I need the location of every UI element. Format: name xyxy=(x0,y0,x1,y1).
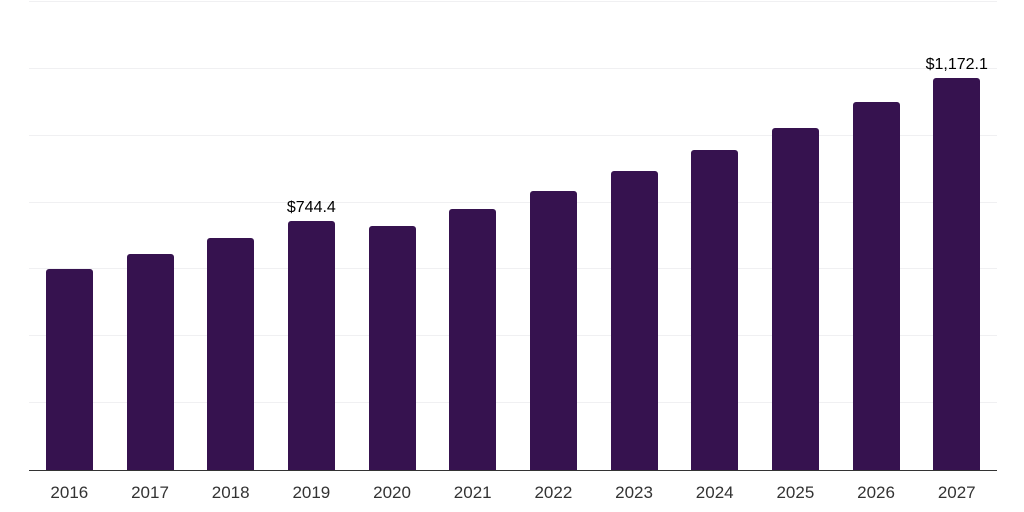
bar-slot-2023 xyxy=(594,2,675,470)
bar-slot-2024 xyxy=(674,2,755,470)
bar-slot-2027: $1,172.1 xyxy=(916,2,997,470)
x-axis-labels: 2016 2017 2018 2019 2020 2021 2022 2023 2024 2025… xyxy=(29,484,997,501)
bar-slot-2020 xyxy=(352,2,433,470)
bar-slot-2016 xyxy=(29,2,110,470)
x-tick-2023: 2023 xyxy=(615,483,653,502)
bar-2023 xyxy=(610,170,658,470)
gridline-800 xyxy=(29,201,997,203)
bar-slot-2026 xyxy=(836,2,917,470)
x-tick-2024: 2024 xyxy=(695,483,734,502)
plot-area: $744.4 $1,172.1 xyxy=(29,1,997,471)
bar-2025 xyxy=(771,128,819,470)
x-tick-2016: 2016 xyxy=(50,483,89,502)
gridline-1000 xyxy=(29,134,997,136)
gridline-200 xyxy=(29,402,997,404)
bar-slot-2017 xyxy=(110,2,191,470)
x-tick-2021: 2021 xyxy=(453,483,492,502)
x-tick-2027: 2027 xyxy=(937,483,976,502)
bar-2026 xyxy=(852,102,900,470)
bar-2020 xyxy=(368,226,416,470)
bar-2024 xyxy=(691,149,739,470)
gridline-1200 xyxy=(29,67,997,69)
bar-2018 xyxy=(207,238,255,470)
data-label-2019: $744.4 xyxy=(286,199,336,217)
x-tick-2020: 2020 xyxy=(373,483,411,502)
gridline-1400 xyxy=(29,1,997,2)
gridline-600 xyxy=(29,268,997,270)
bar-2027: $1,172.1 xyxy=(926,57,988,470)
bar-2022 xyxy=(529,190,577,470)
gridline-400 xyxy=(29,335,997,337)
x-tick-2017: 2017 xyxy=(131,483,169,502)
x-tick-2022: 2022 xyxy=(534,483,573,502)
data-label-2027: $1,172.1 xyxy=(925,56,988,74)
bar-2016 xyxy=(45,269,93,470)
bar-slot-2022 xyxy=(513,2,594,470)
bar-2017 xyxy=(126,254,174,470)
x-tick-2026: 2026 xyxy=(857,483,895,502)
bar-slot-2018 xyxy=(190,2,271,470)
bar-slot-2019: $744.4 xyxy=(271,2,352,470)
x-tick-2025: 2025 xyxy=(776,483,815,502)
bars-row: $744.4 $1,172.1 xyxy=(29,2,997,470)
x-tick-2019: 2019 xyxy=(292,483,331,502)
bar-slot-2025 xyxy=(755,2,836,470)
x-tick-2018: 2018 xyxy=(211,483,250,502)
bar-slot-2021 xyxy=(432,2,513,470)
bar-2019: $744.4 xyxy=(287,200,336,470)
bar-2021 xyxy=(449,209,497,470)
